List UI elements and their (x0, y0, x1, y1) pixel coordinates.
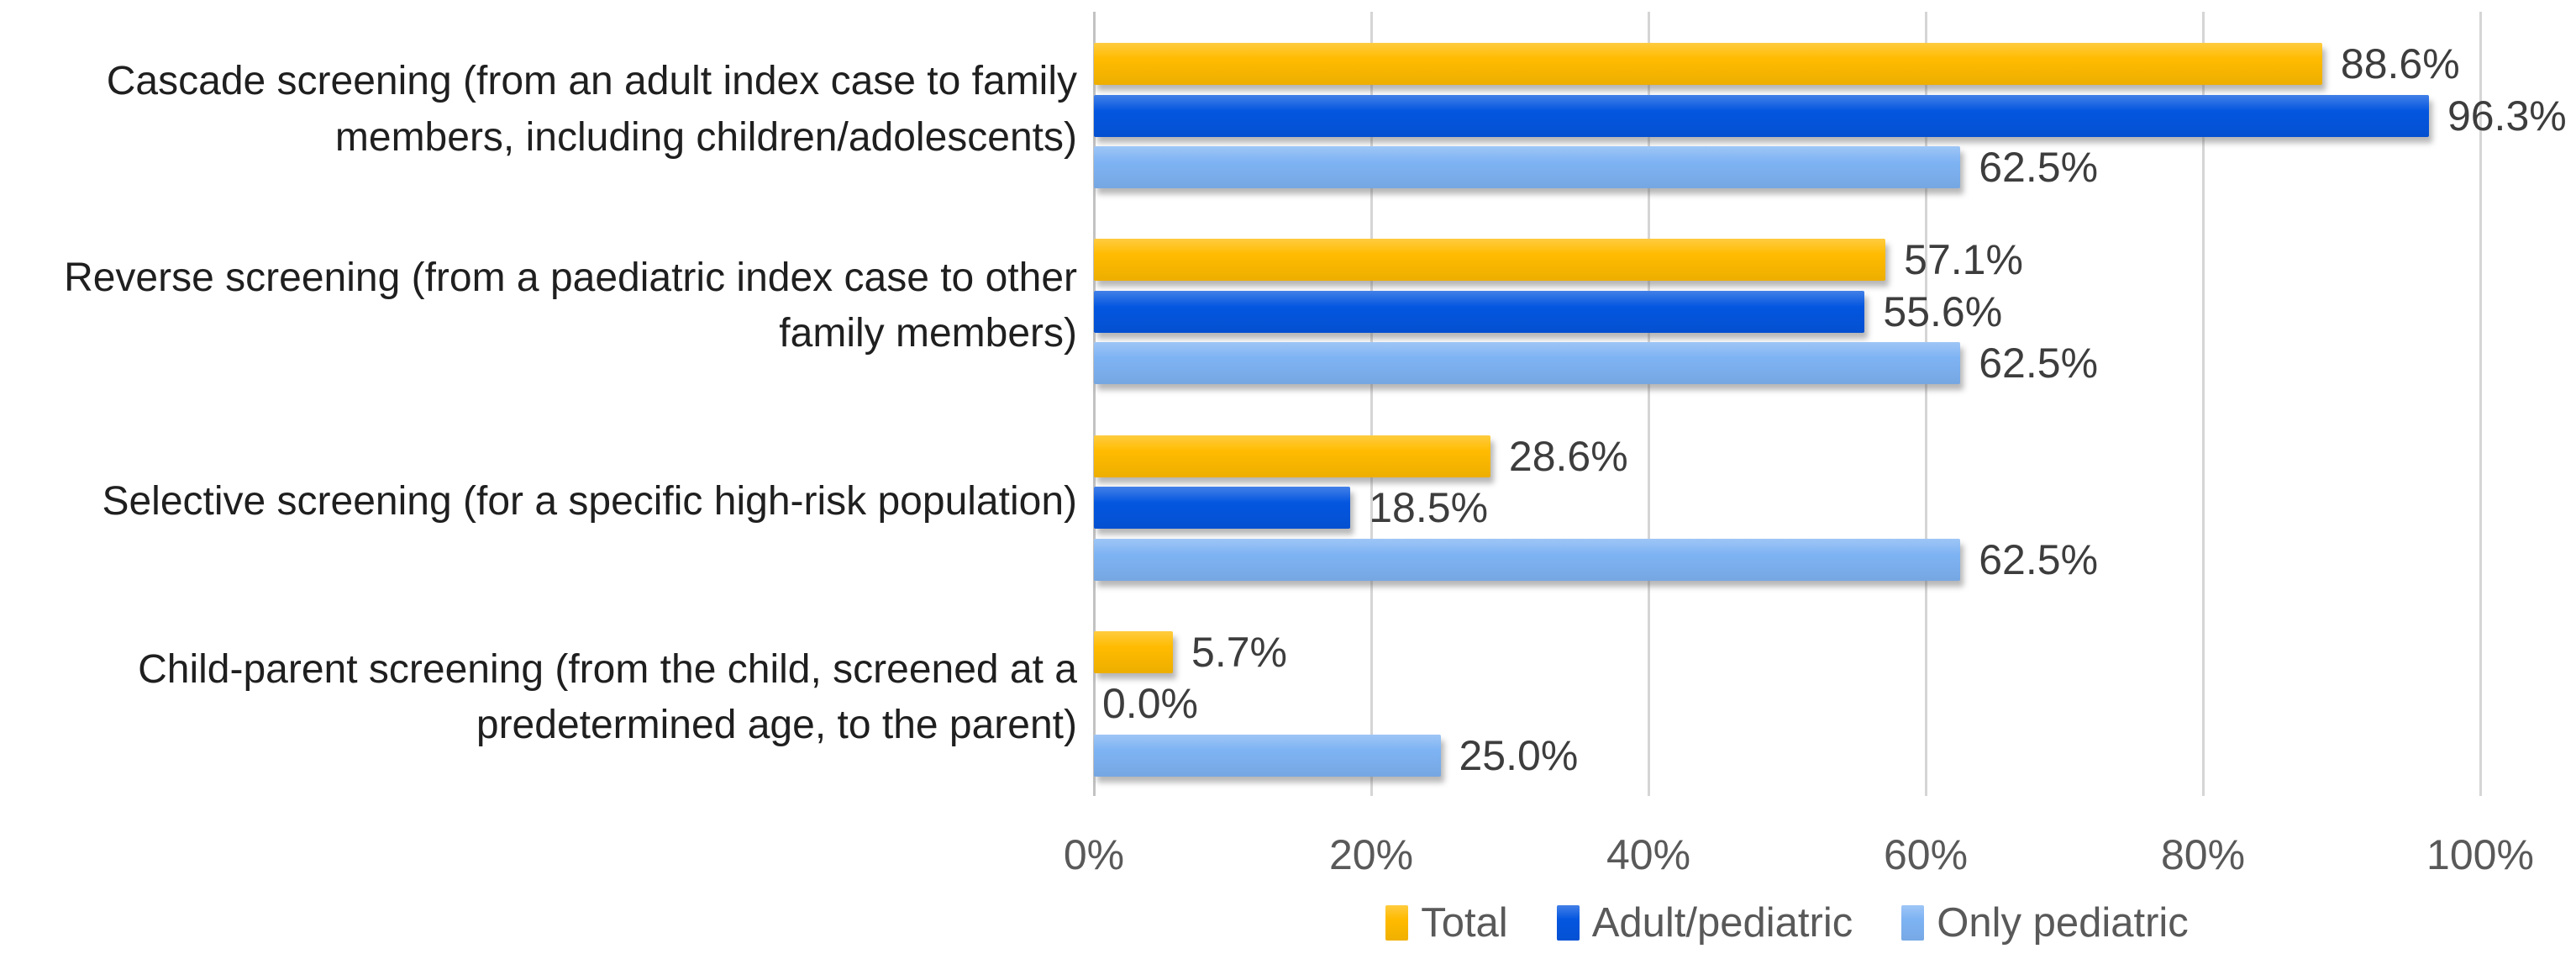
value-label: 62.5% (1979, 535, 2099, 583)
value-label: 88.6% (2340, 40, 2460, 87)
gridline (1924, 12, 1927, 796)
value-label: 25.0% (1459, 731, 1579, 779)
x-axis-tick-label: 40% (1606, 831, 1691, 878)
bar-total (1094, 630, 1174, 673)
gridline (2201, 12, 2205, 796)
legend: Total Adult/pediatric Only pediatric (1094, 899, 2480, 946)
bar-only-pediatric (1094, 734, 1441, 777)
value-label: 18.5% (1369, 484, 1489, 531)
value-label: 62.5% (1979, 340, 2099, 387)
category-axis: Cascade screening (from an adult index c… (24, 12, 1077, 796)
bar-only-pediatric (1094, 342, 1961, 385)
gridline (2479, 12, 2482, 796)
value-label: 57.1% (1904, 236, 2023, 284)
value-label: 28.6% (1508, 432, 1628, 480)
x-axis-tick-label: 20% (1328, 831, 1414, 878)
gridline (1647, 12, 1650, 796)
value-label: 55.6% (1883, 287, 2003, 335)
bar-total (1094, 43, 2322, 85)
x-axis-tick-label: 60% (1883, 831, 1969, 878)
x-axis-tick-label: 80% (2160, 831, 2246, 878)
legend-label: Adult/pediatric (1591, 900, 1853, 946)
legend-swatch-only-pediatric (1901, 905, 1925, 941)
axis-line (1092, 12, 1096, 796)
bar-adult-pediatric (1094, 94, 2429, 137)
legend-swatch-total (1385, 905, 1409, 941)
bar-only-pediatric (1094, 146, 1961, 188)
legend-item-adult-pediatric: Adult/pediatric (1556, 899, 1853, 946)
bar-total (1094, 435, 1490, 477)
bar-total (1094, 239, 1886, 282)
legend-item-total: Total (1385, 899, 1508, 946)
category-label-child-parent: Child-parent screening (from the child, … (138, 647, 1077, 748)
legend-label: Only pediatric (1937, 900, 2189, 946)
bar-adult-pediatric (1094, 290, 1865, 333)
gridline (1369, 12, 1373, 796)
plot-area: 88.6% 96.3% 62.5% 57.1% 55.6% 62.5% 28.6% 18.5%… (1092, 12, 2567, 796)
x-axis-tick-label: 100% (2426, 831, 2534, 878)
value-label: 62.5% (1979, 144, 2099, 191)
category-label-reverse: Reverse screening (from a paediatric ind… (64, 255, 1077, 356)
value-label: 5.7% (1191, 628, 1288, 676)
value-label: 96.3% (2447, 92, 2567, 140)
legend-swatch-adult-pediatric (1556, 905, 1580, 941)
legend-label: Total (1421, 900, 1508, 946)
bar-only-pediatric (1094, 538, 1961, 581)
bar-adult-pediatric (1094, 487, 1351, 529)
legend-item-only-pediatric: Only pediatric (1901, 899, 2189, 946)
value-label: 0.0% (1102, 680, 1198, 728)
x-axis-tick-label: 0% (1063, 831, 1125, 878)
category-label-cascade: Cascade screening (from an adult index c… (106, 59, 1077, 160)
category-label-selective: Selective screening (for a specific high… (102, 479, 1077, 524)
